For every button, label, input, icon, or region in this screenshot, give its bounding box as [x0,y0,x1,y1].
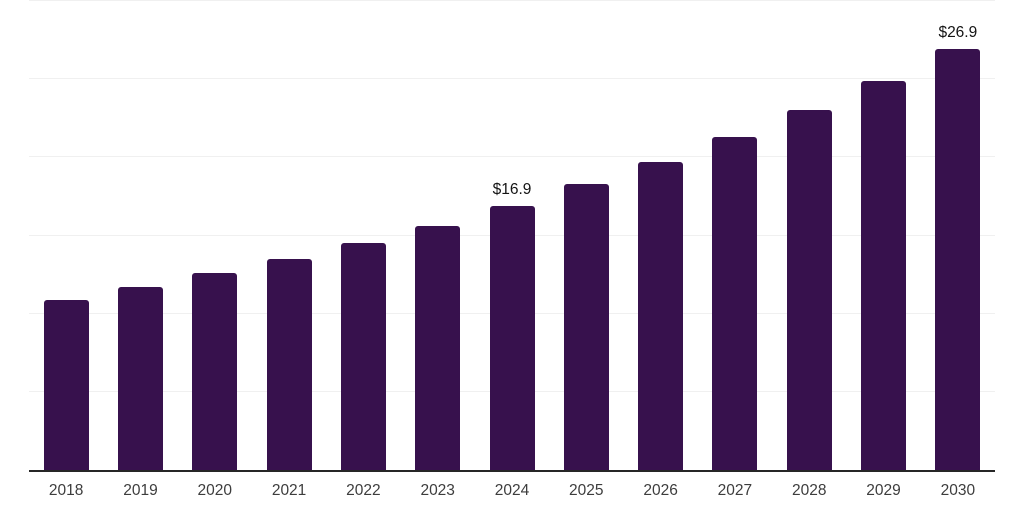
x-tick-label-2025: 2025 [569,482,604,499]
bar-2022 [340,243,386,470]
bar-2028 [786,110,832,470]
bar-2018 [43,299,89,470]
bar-2023 [415,226,461,470]
x-tick-label-2030: 2030 [940,482,976,499]
bar-2027 [712,137,758,470]
gridline-y-20 [29,156,995,158]
x-tick-label-2029: 2029 [866,482,901,499]
bar-2025 [563,183,609,470]
x-tick-label-2020: 2020 [197,482,233,499]
x-tick-label-2023: 2023 [420,482,455,499]
bar-2019 [117,287,163,470]
data-label-2024: $16.9 [492,180,532,198]
x-tick-label-2026: 2026 [643,482,678,499]
bar-2020 [192,273,238,470]
x-tick-label-2018: 2018 [48,482,84,499]
data-label-2030: $26.9 [938,24,978,42]
x-tick-label-2027: 2027 [717,482,753,499]
bar-2024 [489,205,535,470]
x-axis: 2018 2019 2020 2021 2022 2023 2024 2025 2026 2027… [29,482,995,504]
gridline-y-30 [29,0,995,1]
gridline-y-25 [29,78,995,80]
x-tick-label-2028: 2028 [791,482,827,499]
x-tick-label-2022: 2022 [346,482,381,499]
x-tick-label-2019: 2019 [123,482,158,499]
plot-area: $16.9 $26.9 [29,0,995,472]
x-tick-label-2024: 2024 [494,482,530,499]
bar-2030 [935,49,981,470]
x-tick-label-2021: 2021 [271,482,307,499]
bar-2021 [266,258,312,470]
bar-2029 [861,80,907,470]
bar-2026 [638,162,684,470]
